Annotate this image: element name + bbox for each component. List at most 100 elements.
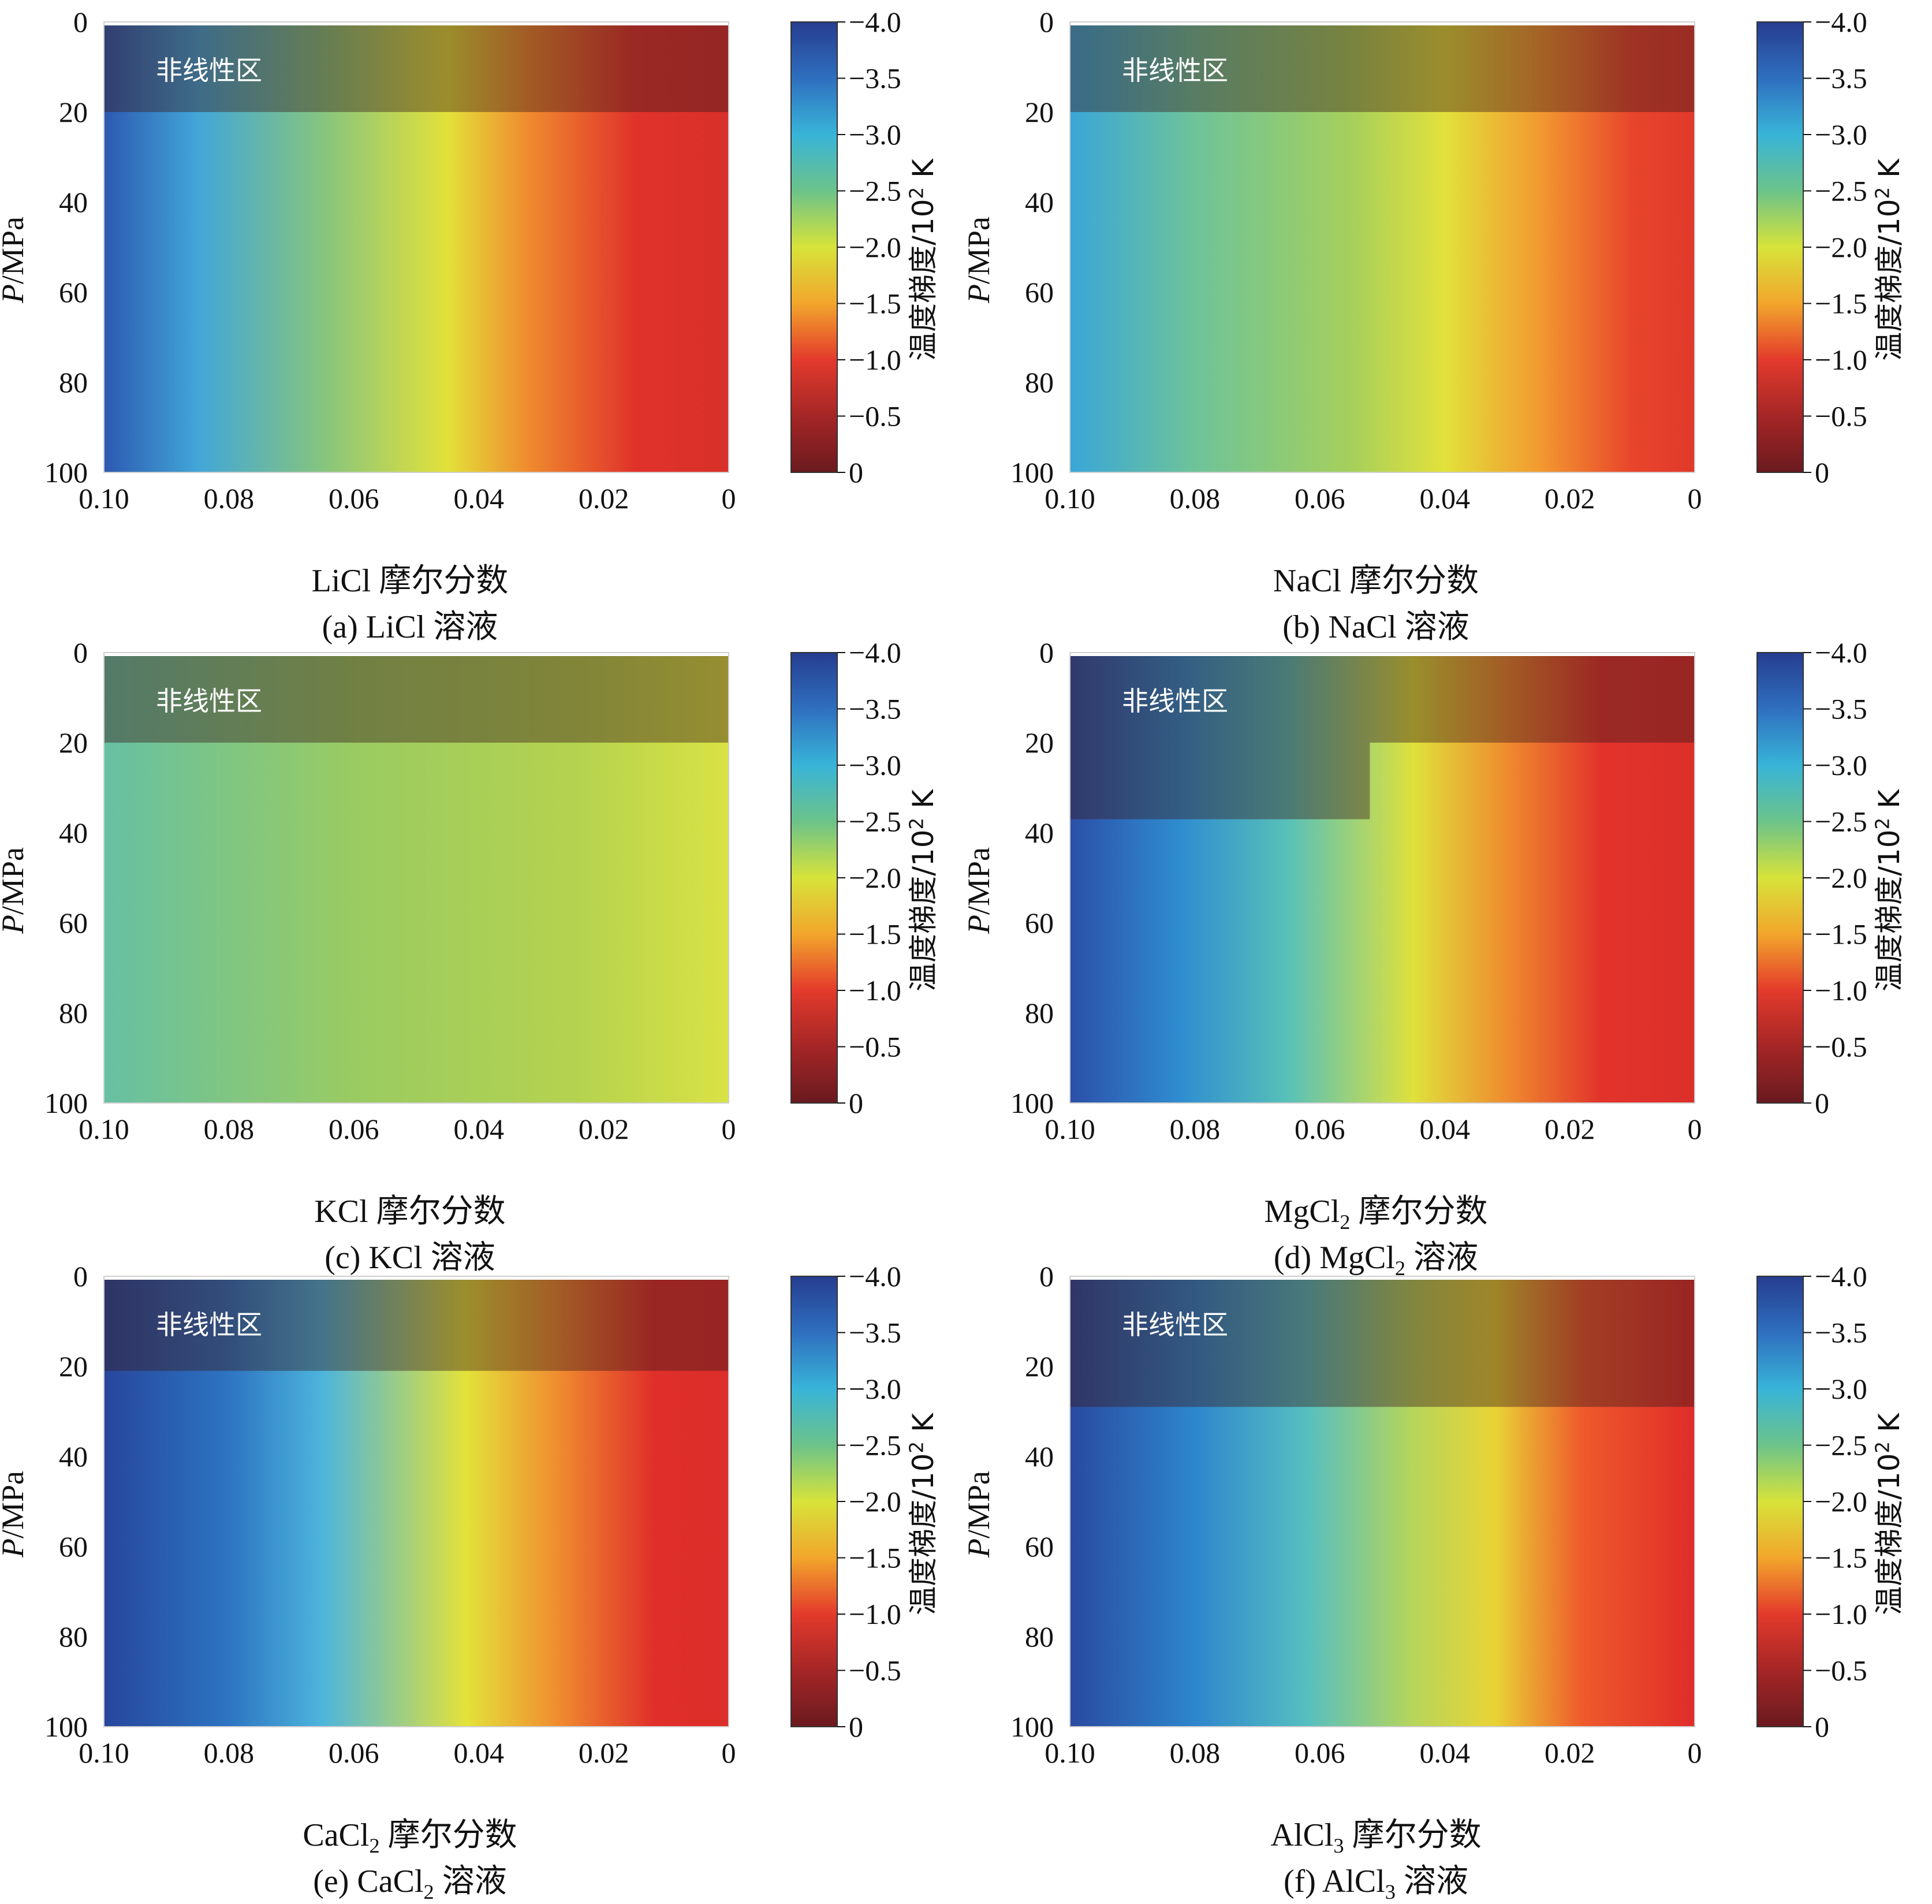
x-tick-label: 0.10 xyxy=(79,1113,129,1145)
y-tick-label: 0 xyxy=(1039,1260,1054,1292)
y-tick-label: 0 xyxy=(73,1260,88,1292)
y-tick-label: 40 xyxy=(59,1440,88,1473)
colorbar-tick-label: −1.0 xyxy=(849,1598,901,1630)
nonlinear-region xyxy=(1070,25,1695,112)
colorbar-tick-label: −3.5 xyxy=(849,62,901,95)
colorbar-tick-label: −1.0 xyxy=(849,974,901,1007)
y-tick-label: 80 xyxy=(1025,1620,1054,1653)
x-tick-label: 0.08 xyxy=(204,482,255,515)
x-tick-label: 0.02 xyxy=(579,482,629,515)
nonlinear-region-extension xyxy=(1070,743,1370,819)
colorbar-tick-label: −0.5 xyxy=(849,1655,901,1687)
plot-frame xyxy=(1069,652,1695,1104)
plot-frame xyxy=(103,21,729,473)
x-axis-label: KCl 摩尔分数 xyxy=(314,1194,506,1229)
x-axis-label: MgCl2 摩尔分数 xyxy=(1264,1194,1488,1234)
panel-caption: (d) MgCl2 溶液 xyxy=(1273,1240,1479,1280)
colorbar xyxy=(790,652,838,1104)
x-tick-label: 0.04 xyxy=(453,482,504,515)
x-tick-label: 0 xyxy=(722,1113,736,1145)
y-axis-label: P/MPa xyxy=(0,847,30,934)
y-tick-label: 20 xyxy=(1025,726,1054,759)
x-tick-label: 0 xyxy=(722,482,736,515)
panel-b: 非线性区 0 20 40 60 80 100 0.10 0.08 0.06 0.04 0.02 0 −4.… xyxy=(961,0,1932,645)
panel-caption: (b) NaCl 溶液 xyxy=(1282,609,1469,645)
x-tick-label: 0.02 xyxy=(579,1113,629,1145)
y-tick-label: 0 xyxy=(1039,6,1054,38)
x-axis-label: NaCl 摩尔分数 xyxy=(1273,563,1479,599)
plot-frame xyxy=(1069,1276,1695,1727)
colorbar-tick-label: −2.5 xyxy=(849,1429,901,1462)
colorbar-tick-label: 0 xyxy=(849,1087,863,1119)
heatmap-field xyxy=(104,656,729,1103)
colorbar-tick-label: −2.0 xyxy=(1815,231,1867,263)
panel-c: 非线性区 0 20 40 60 80 100 0.10 0.08 0.06 0.04 0.02 0 −4.… xyxy=(0,631,966,1276)
colorbar-tick-label: 0 xyxy=(849,456,863,489)
colorbar-tick-label: −1.5 xyxy=(849,1542,901,1574)
y-tick-label: 40 xyxy=(1025,186,1054,218)
x-tick-label: 0.08 xyxy=(1170,482,1220,515)
heatmap-field xyxy=(1070,656,1695,1103)
y-axis-label: P/MPa xyxy=(961,216,996,304)
heatmap-field xyxy=(1070,1280,1695,1727)
colorbar-label: 温度梯度/102 K xyxy=(905,789,940,992)
x-axis-label: CaCl2 摩尔分数 xyxy=(303,1817,517,1858)
y-tick-label: 100 xyxy=(1010,1711,1054,1743)
x-tick-label: 0.04 xyxy=(453,1113,504,1145)
colorbar-tick-label: −3.0 xyxy=(849,1373,901,1405)
colorbar-tick-label: −3.5 xyxy=(849,1317,901,1349)
colorbar-tick-label: 0 xyxy=(1815,1711,1829,1743)
heatmap-field xyxy=(104,25,729,472)
colorbar-tick-label: −0.5 xyxy=(1815,400,1867,433)
colorbar-label: 温度梯度/102 K xyxy=(905,159,940,361)
colorbar-tick-label: −3.5 xyxy=(1815,1317,1867,1349)
colorbar xyxy=(1756,652,1804,1104)
colorbar-tick-label: −4.0 xyxy=(1815,6,1867,38)
colorbar xyxy=(790,21,838,473)
x-tick-label: 0.10 xyxy=(79,482,129,515)
x-tick-label: 0.04 xyxy=(453,1737,504,1769)
x-tick-label: 0.10 xyxy=(1045,482,1095,515)
x-tick-label: 0.08 xyxy=(204,1113,255,1145)
y-tick-label: 80 xyxy=(1025,366,1054,398)
y-tick-label: 60 xyxy=(59,1530,88,1563)
y-tick-label: 40 xyxy=(59,186,88,218)
x-tick-label: 0.06 xyxy=(329,1737,379,1769)
y-tick-label: 20 xyxy=(1025,96,1054,128)
colorbar-tick-label: −1.0 xyxy=(1815,1598,1867,1630)
colorbar-tick-label: −4.0 xyxy=(849,636,901,669)
nonlinear-region-label: 非线性区 xyxy=(1122,685,1228,717)
colorbar-label: 温度梯度/102 K xyxy=(1871,1413,1906,1615)
heatmap-field xyxy=(104,1280,729,1727)
x-axis-label: LiCl 摩尔分数 xyxy=(311,563,509,599)
x-tick-label: 0.02 xyxy=(1545,1737,1595,1769)
colorbar-tick-label: −4.0 xyxy=(1815,1260,1867,1292)
colorbar-tick-label: −1.0 xyxy=(1815,974,1867,1007)
panel-d: 非线性区 0 20 40 60 80 100 0.10 0.08 0.06 0.04 0.02 0 −4.… xyxy=(961,631,1932,1280)
nonlinear-region-label: 非线性区 xyxy=(156,1309,262,1340)
colorbar-tick-label: −1.5 xyxy=(849,288,901,320)
nonlinear-region xyxy=(1070,1280,1695,1407)
colorbar-tick-label: −1.5 xyxy=(1815,918,1867,951)
colorbar-label: 温度梯度/102 K xyxy=(905,1413,940,1615)
colorbar-tick-label: −3.0 xyxy=(1815,1373,1867,1405)
nonlinear-region-label: 非线性区 xyxy=(1122,55,1228,86)
x-tick-label: 0.06 xyxy=(1295,482,1345,515)
colorbar-tick-label: −1.5 xyxy=(1815,1542,1867,1574)
colorbar-tick-label: −0.5 xyxy=(1815,1655,1867,1687)
y-tick-label: 100 xyxy=(44,1711,88,1743)
x-tick-label: 0.04 xyxy=(1419,1737,1470,1769)
colorbar-tick-label: −0.5 xyxy=(849,1031,901,1063)
x-tick-label: 0.10 xyxy=(79,1737,129,1769)
plot-frame xyxy=(103,1276,729,1727)
colorbar-tick-label: −0.5 xyxy=(1815,1031,1867,1063)
y-tick-label: 80 xyxy=(59,1620,88,1653)
nonlinear-region-label: 非线性区 xyxy=(156,55,262,86)
y-tick-label: 40 xyxy=(59,817,88,849)
y-tick-label: 0 xyxy=(73,636,88,669)
y-axis-label: P/MPa xyxy=(961,847,996,934)
